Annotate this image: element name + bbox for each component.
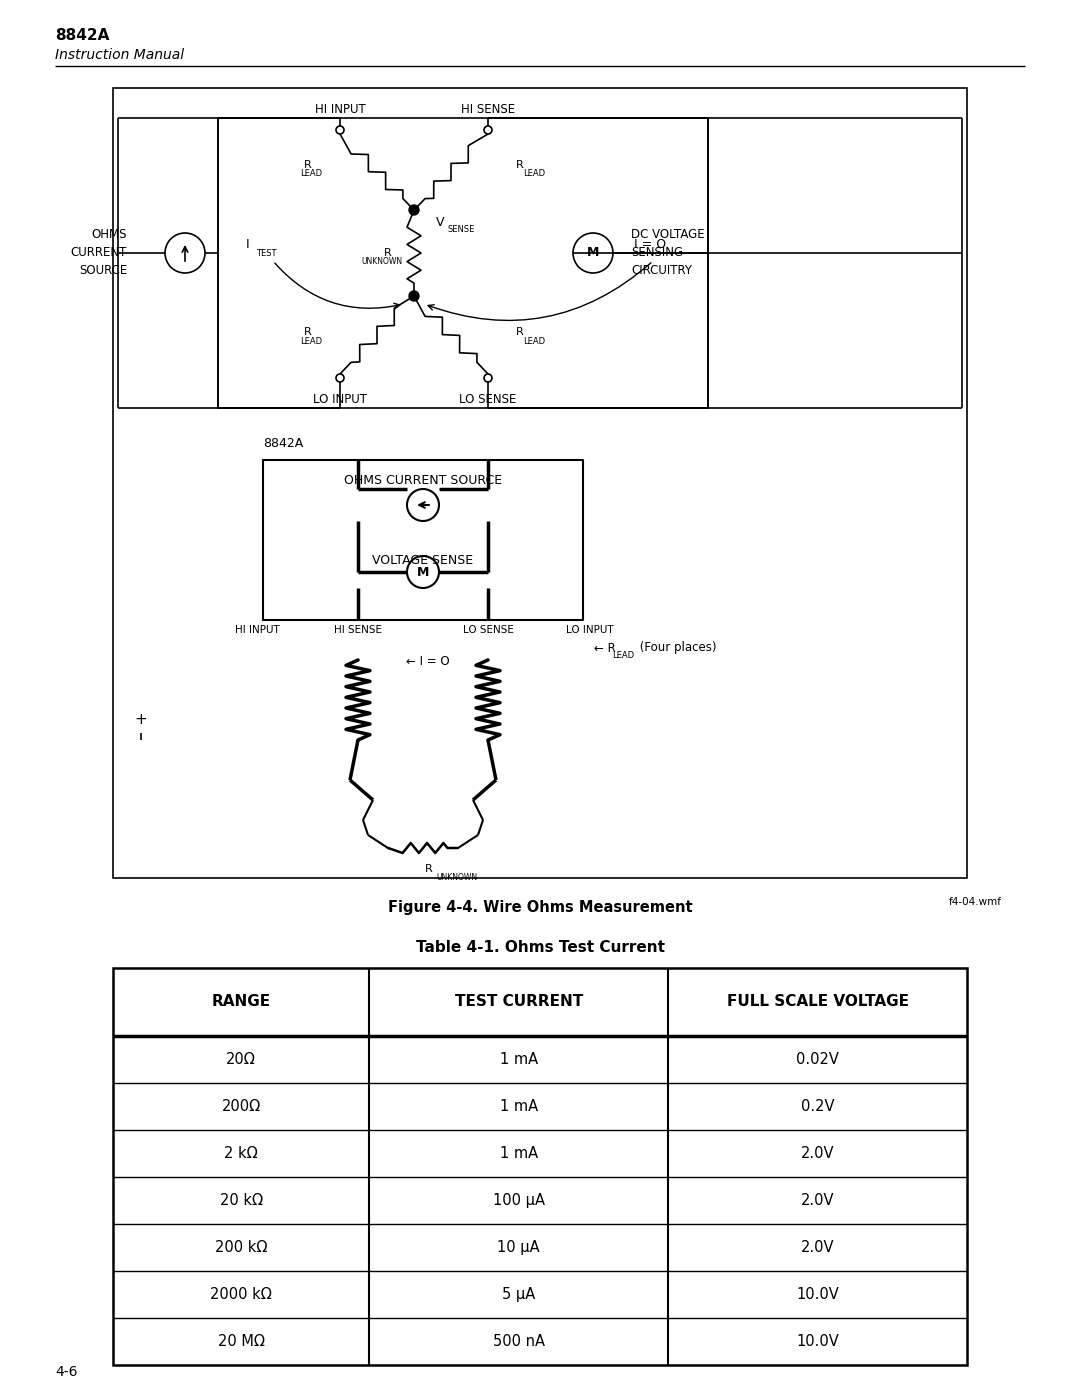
Text: RANGE: RANGE — [212, 995, 271, 1010]
Text: 2.0V: 2.0V — [800, 1193, 834, 1208]
Text: ← R: ← R — [594, 641, 616, 655]
Text: 1 mA: 1 mA — [500, 1052, 538, 1067]
Text: Figure 4-4. Wire Ohms Measurement: Figure 4-4. Wire Ohms Measurement — [388, 900, 692, 915]
Bar — [264, 460, 583, 620]
Text: LO SENSE: LO SENSE — [459, 393, 516, 407]
Circle shape — [336, 374, 345, 381]
Text: 8842A: 8842A — [55, 28, 109, 43]
Text: 5 μA: 5 μA — [502, 1287, 536, 1302]
Text: SOURCE: SOURCE — [79, 264, 127, 278]
Text: 1 mA: 1 mA — [500, 1099, 538, 1113]
Text: FULL SCALE VOLTAGE: FULL SCALE VOLTAGE — [727, 995, 908, 1010]
Text: LEAD: LEAD — [300, 337, 322, 345]
Text: R: R — [516, 327, 524, 337]
Text: 10.0V: 10.0V — [796, 1287, 839, 1302]
Text: OHMS: OHMS — [92, 229, 127, 242]
Text: Instruction Manual: Instruction Manual — [55, 47, 184, 61]
Text: CIRCUITRY: CIRCUITRY — [631, 264, 692, 278]
Text: LEAD: LEAD — [523, 169, 545, 179]
Text: VOLTAGE SENSE: VOLTAGE SENSE — [373, 553, 473, 567]
Text: (Four places): (Four places) — [636, 641, 716, 655]
Text: 500 nA: 500 nA — [492, 1334, 544, 1350]
Text: TEST CURRENT: TEST CURRENT — [455, 995, 583, 1010]
Circle shape — [336, 126, 345, 134]
Text: SENSING: SENSING — [631, 246, 684, 260]
Circle shape — [409, 205, 419, 215]
Text: LO INPUT: LO INPUT — [313, 393, 367, 407]
Text: I: I — [246, 239, 249, 251]
Bar — [218, 117, 708, 408]
Text: 200 kΩ: 200 kΩ — [215, 1241, 267, 1255]
Text: R: R — [384, 249, 392, 258]
Text: 0.2V: 0.2V — [800, 1099, 834, 1113]
Text: HI INPUT: HI INPUT — [235, 624, 280, 636]
Text: LEAD: LEAD — [612, 651, 634, 659]
Text: 1 mA: 1 mA — [500, 1146, 538, 1161]
Text: 20 MΩ: 20 MΩ — [218, 1334, 265, 1350]
Text: M: M — [586, 246, 599, 260]
Text: V: V — [436, 215, 445, 229]
Text: 100 μA: 100 μA — [492, 1193, 544, 1208]
Text: 0.02V: 0.02V — [796, 1052, 839, 1067]
Text: HI SENSE: HI SENSE — [334, 624, 382, 636]
Circle shape — [409, 291, 419, 300]
Text: ← I = O: ← I = O — [406, 655, 449, 668]
Text: LO SENSE: LO SENSE — [462, 624, 513, 636]
Text: 2000 kΩ: 2000 kΩ — [211, 1287, 272, 1302]
Bar — [113, 88, 967, 877]
Text: 20Ω: 20Ω — [226, 1052, 256, 1067]
Text: UNKNOWN: UNKNOWN — [361, 257, 402, 267]
Text: M: M — [417, 566, 429, 578]
Text: R: R — [426, 863, 433, 875]
Text: +: + — [135, 712, 147, 728]
Text: R: R — [516, 161, 524, 170]
Text: Table 4-1. Ohms Test Current: Table 4-1. Ohms Test Current — [416, 940, 664, 956]
Text: I = O: I = O — [634, 239, 666, 251]
Text: 10.0V: 10.0V — [796, 1334, 839, 1350]
Text: TEST: TEST — [256, 250, 276, 258]
Text: LEAD: LEAD — [523, 337, 545, 345]
Text: HI SENSE: HI SENSE — [461, 103, 515, 116]
Text: f4-04.wmf: f4-04.wmf — [949, 897, 1002, 907]
Bar — [113, 968, 967, 1365]
Text: 20 kΩ: 20 kΩ — [219, 1193, 262, 1208]
Text: R: R — [305, 327, 312, 337]
Text: 10 μA: 10 μA — [497, 1241, 540, 1255]
Text: HI INPUT: HI INPUT — [314, 103, 365, 116]
Text: SENSE: SENSE — [448, 225, 475, 233]
Text: 200Ω: 200Ω — [221, 1099, 260, 1113]
Text: CURRENT: CURRENT — [70, 246, 127, 260]
Text: 4-6: 4-6 — [55, 1365, 78, 1379]
Text: LEAD: LEAD — [300, 169, 322, 179]
Text: 8842A: 8842A — [264, 437, 303, 450]
Circle shape — [484, 126, 492, 134]
Text: 2.0V: 2.0V — [800, 1241, 834, 1255]
Text: OHMS CURRENT SOURCE: OHMS CURRENT SOURCE — [343, 474, 502, 486]
Text: UNKNOWN: UNKNOWN — [436, 873, 477, 882]
Text: 2 kΩ: 2 kΩ — [225, 1146, 258, 1161]
Text: 2.0V: 2.0V — [800, 1146, 834, 1161]
Text: LO INPUT: LO INPUT — [566, 624, 613, 636]
Text: DC VOLTAGE: DC VOLTAGE — [631, 229, 704, 242]
Circle shape — [484, 374, 492, 381]
Text: R: R — [305, 161, 312, 170]
